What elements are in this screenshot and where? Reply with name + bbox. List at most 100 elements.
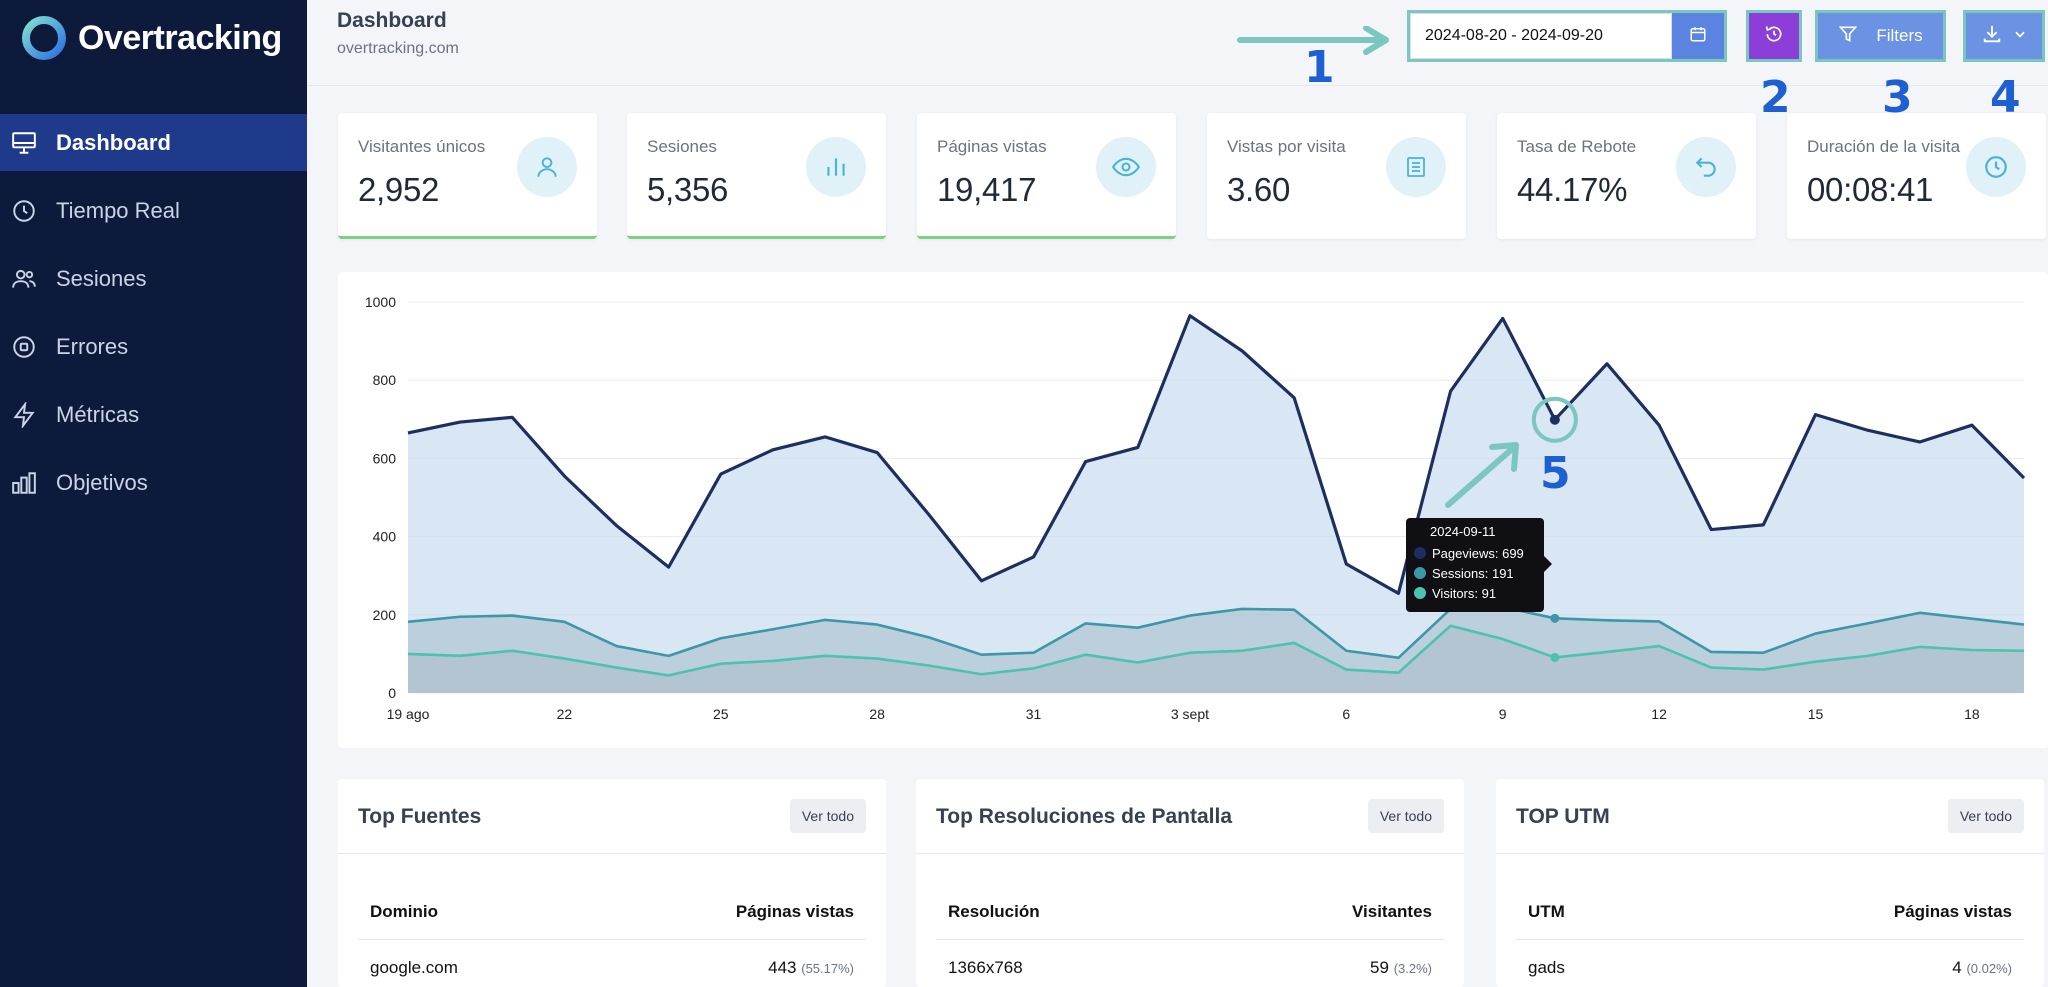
x-tick-label: 9	[1499, 706, 1507, 722]
sidebar-item-objetivos[interactable]: Objetivos	[0, 454, 307, 511]
app-name: Overtracking	[78, 18, 282, 57]
stat-value: 44.17%	[1517, 171, 1628, 208]
table-cell-value: 4 (0.02%)	[1952, 958, 2012, 978]
page-title: Dashboard	[337, 9, 447, 32]
cell-percent: (55.17%)	[801, 961, 854, 976]
logo[interactable]: Overtracking	[22, 16, 282, 60]
sidebar-nav: Dashboard Tiempo Real Sesiones Errores	[0, 114, 307, 522]
series-line-visitors	[407, 624, 2025, 677]
eye-icon	[1096, 137, 1156, 197]
pageviews-legend-dot	[1414, 547, 1426, 559]
stat-card-sesiones: Sesiones 5,356	[627, 113, 886, 239]
cell-value: 4	[1952, 958, 1962, 977]
header: Dashboard overtracking.com	[307, 0, 2048, 86]
monitor-icon	[10, 129, 38, 157]
x-tick-label: 31	[1026, 706, 1042, 722]
tooltip-visitors: Visitors: 91	[1432, 585, 1497, 601]
stat-label: Vistas por visita	[1227, 137, 1346, 156]
sidebar-item-dashboard[interactable]: Dashboard	[0, 114, 307, 171]
table-cell-name: google.com	[370, 958, 458, 977]
sidebar-item-tiempo-real[interactable]: Tiempo Real	[0, 182, 307, 239]
ver-todo-button[interactable]: Ver todo	[1367, 799, 1444, 833]
visitors-legend-dot	[1414, 587, 1426, 599]
date-range-picker[interactable]: 2024-08-20 - 2024-09-20	[1407, 10, 1727, 62]
clock-icon	[1966, 137, 2026, 197]
y-tick-label: 0	[388, 685, 396, 701]
data-point-pageviews	[1549, 414, 1560, 425]
y-tick-label: 1000	[365, 294, 396, 310]
y-tick-label: 400	[373, 529, 397, 545]
column-header: Resolución	[948, 902, 1040, 921]
table-title: Top Resoluciones de Pantalla	[936, 805, 1233, 828]
cell-percent: (0.02%)	[1966, 961, 2012, 976]
tooltip-row-pageviews: Pageviews: 699	[1414, 543, 1536, 563]
sidebar-item-errores[interactable]: Errores	[0, 318, 307, 375]
logo-icon	[22, 16, 66, 60]
table-card-top-utm: TOP UTM Ver todo UTM Páginas vistas gads…	[1496, 779, 2044, 987]
table-card-top-fuentes: Top Fuentes Ver todo Dominio Páginas vis…	[338, 779, 886, 987]
series-area-visitors	[408, 625, 2024, 693]
stat-value: 19,417	[937, 171, 1037, 208]
stat-label: Visitantes únicos	[358, 137, 486, 156]
error-icon	[10, 333, 38, 361]
history-icon	[1764, 24, 1784, 49]
column-header: Páginas vistas	[1893, 902, 2012, 921]
chart-tooltip: 2024-09-11 Pageviews: 699 Sessions: 191 …	[1406, 518, 1552, 612]
annotation-number-2: 2	[1760, 72, 1791, 123]
stat-value: 00:08:41	[1807, 171, 1934, 208]
column-header: Dominio	[370, 902, 438, 921]
stat-label: Páginas vistas	[937, 137, 1047, 156]
stat-card-vistas-por-visita: Vistas por visita 3.60	[1207, 113, 1466, 239]
stat-card-duracion: Duración de la visita 00:08:41	[1787, 113, 2046, 239]
date-range-input[interactable]: 2024-08-20 - 2024-09-20	[1410, 13, 1672, 59]
filter-icon	[1838, 24, 1858, 49]
tooltip-date: 2024-09-11	[1430, 524, 1496, 539]
tooltip-pageviews: Pageviews: 699	[1432, 545, 1524, 561]
ver-todo-button[interactable]: Ver todo	[789, 799, 866, 833]
sidebar-item-label: Métricas	[56, 401, 140, 427]
column-header: UTM	[1528, 902, 1565, 921]
sessions-legend-dot	[1414, 567, 1426, 579]
x-tick-label: 15	[1808, 706, 1824, 722]
divider	[338, 853, 886, 854]
ver-todo-button[interactable]: Ver todo	[1947, 799, 2024, 833]
tooltip-row-sessions: Sessions: 191	[1414, 563, 1536, 583]
filters-button[interactable]: Filters	[1815, 10, 1946, 62]
highlight-ring	[1531, 396, 1578, 443]
x-tick-label: 3 sept	[1171, 706, 1209, 722]
stat-value: 3.60	[1227, 171, 1291, 208]
series-line-sessions	[407, 605, 2025, 660]
series-area-pageviews	[408, 315, 2024, 693]
calendar-button[interactable]	[1672, 13, 1724, 59]
cell-percent: (3.2%)	[1393, 961, 1432, 976]
download-button[interactable]	[1963, 10, 2045, 62]
series-line-pageviews	[407, 314, 2026, 595]
filters-label: Filters	[1876, 26, 1923, 45]
users-icon	[10, 265, 38, 293]
data-point-sessions	[1550, 613, 1560, 623]
annotation-number-1: 1	[1304, 42, 1335, 93]
reset-button[interactable]	[1746, 10, 1802, 62]
traffic-chart[interactable]: 0 200 400 600 800 1000 19 ago 22 25 28 31 3 sept 6 9 1…	[338, 272, 2048, 748]
annotation-arrow-1	[1237, 26, 1389, 55]
table-cell-name: 1366x768	[948, 958, 1023, 977]
annotation-number-5: 5	[1540, 448, 1571, 499]
sidebar-item-sesiones[interactable]: Sesiones	[0, 250, 307, 307]
divider	[358, 939, 866, 940]
calendar-icon	[1689, 25, 1707, 48]
sidebar: Overtracking Dashboard Tiempo Real Sesio…	[0, 0, 307, 987]
table-cell-value: 59 (3.2%)	[1370, 958, 1432, 978]
x-tick-label: 28	[869, 706, 885, 722]
sidebar-item-label: Dashboard	[56, 129, 171, 155]
divider	[1496, 853, 2044, 854]
user-icon	[517, 137, 577, 197]
sidebar-item-metricas[interactable]: Métricas	[0, 386, 307, 443]
sidebar-item-label: Objetivos	[56, 469, 148, 495]
x-tick-label: 22	[557, 706, 573, 722]
x-tick-label: 12	[1651, 706, 1667, 722]
stat-value: 5,356	[647, 171, 729, 208]
tooltip-row-visitors: Visitors: 91	[1414, 583, 1536, 603]
table-cell-name: gads	[1528, 958, 1565, 977]
x-tick-label: 25	[713, 706, 729, 722]
